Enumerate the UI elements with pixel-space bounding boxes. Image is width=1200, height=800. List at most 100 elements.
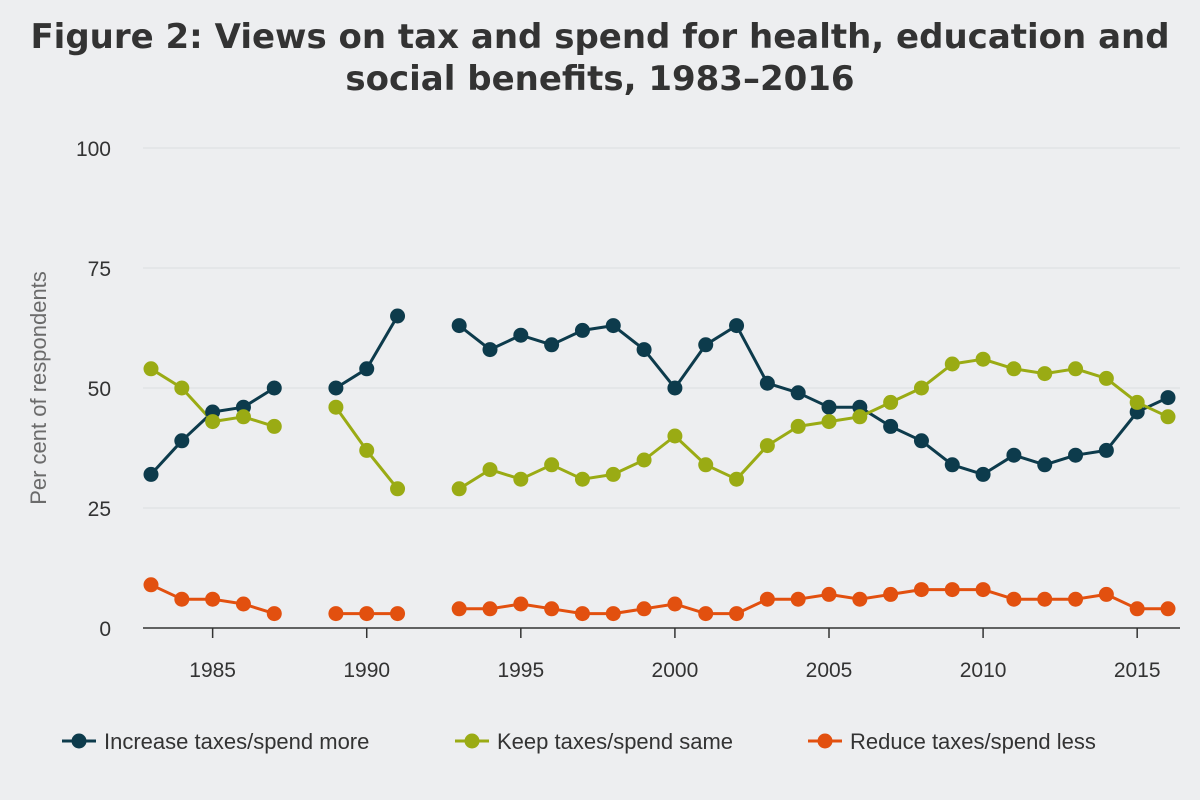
data-point xyxy=(451,601,467,617)
data-point xyxy=(1129,394,1145,410)
data-point xyxy=(143,466,159,482)
legend: Increase taxes/spend more Keep taxes/spen… xyxy=(62,729,1096,754)
data-point xyxy=(574,471,590,487)
data-point xyxy=(698,337,714,353)
data-point xyxy=(266,606,282,622)
y-tick-label: 100 xyxy=(76,138,111,161)
data-point xyxy=(513,596,529,612)
data-point xyxy=(1037,591,1053,607)
y-ticks: 0 25 50 75 100 xyxy=(76,138,111,641)
legend-item: Reduce taxes/spend less xyxy=(808,729,1096,754)
data-point xyxy=(1006,447,1022,463)
data-point xyxy=(1006,361,1022,377)
data-point xyxy=(821,414,837,430)
legend-item: Keep taxes/spend same xyxy=(455,729,733,754)
data-point xyxy=(821,399,837,415)
data-point xyxy=(205,414,221,430)
data-point xyxy=(913,433,929,449)
data-point xyxy=(235,409,251,425)
legend-label: Reduce taxes/spend less xyxy=(850,729,1096,754)
data-point xyxy=(944,356,960,372)
data-point xyxy=(174,591,190,607)
data-point xyxy=(482,342,498,358)
data-point xyxy=(729,318,745,334)
data-point xyxy=(605,466,621,482)
data-point xyxy=(698,606,714,622)
series-line-segment xyxy=(458,357,1169,491)
data-point xyxy=(759,591,775,607)
data-point xyxy=(143,577,159,593)
data-point xyxy=(975,351,991,367)
data-point xyxy=(513,471,529,487)
data-point xyxy=(574,322,590,338)
x-tick-label: 2000 xyxy=(652,659,699,682)
data-point xyxy=(605,318,621,334)
data-point xyxy=(451,481,467,497)
data-point xyxy=(636,601,652,617)
y-tick-label: 50 xyxy=(88,378,111,401)
data-point xyxy=(821,586,837,602)
data-point xyxy=(390,481,406,497)
y-tick-label: 75 xyxy=(88,258,111,281)
data-point xyxy=(143,361,159,377)
data-point xyxy=(482,601,498,617)
data-point xyxy=(328,399,344,415)
data-point xyxy=(913,380,929,396)
chart-title-line-1: Figure 2: Views on tax and spend for hea… xyxy=(30,17,1169,57)
data-point xyxy=(235,596,251,612)
data-point xyxy=(883,586,899,602)
data-point xyxy=(883,418,899,434)
data-point xyxy=(667,596,683,612)
legend-marker xyxy=(464,733,480,749)
data-point xyxy=(790,418,806,434)
data-point xyxy=(359,442,375,458)
data-point xyxy=(328,606,344,622)
data-point xyxy=(359,606,375,622)
x-tick-label: 1985 xyxy=(189,659,236,682)
data-point xyxy=(328,380,344,396)
data-point xyxy=(544,457,560,473)
data-point xyxy=(852,591,868,607)
x-tick-label: 1990 xyxy=(343,659,390,682)
data-point xyxy=(913,582,929,598)
series-line-segment xyxy=(459,588,1168,616)
data-point xyxy=(451,318,467,334)
legend-marker xyxy=(817,733,833,749)
data-point xyxy=(1098,370,1114,386)
data-point xyxy=(482,462,498,478)
y-axis-label: Per cent of respondents xyxy=(26,271,51,505)
data-point xyxy=(1098,586,1114,602)
data-point xyxy=(729,471,745,487)
data-point xyxy=(883,394,899,410)
legend-label: Increase taxes/spend more xyxy=(104,729,369,754)
x-tick-label: 1995 xyxy=(497,659,544,682)
data-point xyxy=(1037,457,1053,473)
data-point xyxy=(729,606,745,622)
chart-title-line-2: social benefits, 1983–2016 xyxy=(345,59,854,99)
data-point xyxy=(390,308,406,324)
legend-marker xyxy=(71,733,87,749)
data-point xyxy=(667,428,683,444)
data-point xyxy=(605,606,621,622)
data-point xyxy=(1160,409,1176,425)
data-point xyxy=(1068,361,1084,377)
data-point xyxy=(1129,601,1145,617)
data-point xyxy=(266,418,282,434)
data-point xyxy=(790,591,806,607)
y-tick-label: 25 xyxy=(88,498,111,521)
series-line-segment xyxy=(149,386,276,476)
y-tick-label: 0 xyxy=(99,618,111,641)
data-point xyxy=(698,457,714,473)
data-point xyxy=(174,380,190,396)
data-point xyxy=(944,457,960,473)
data-point xyxy=(1068,591,1084,607)
gridlines xyxy=(143,147,1180,629)
data-point xyxy=(1068,447,1084,463)
data-point xyxy=(1006,591,1022,607)
legend-item: Increase taxes/spend more xyxy=(62,729,369,754)
x-ticks: 1985 1990 1995 2000 2005 2010 2015 xyxy=(189,628,1161,682)
data-point xyxy=(205,591,221,607)
data-point xyxy=(1098,442,1114,458)
data-point xyxy=(1160,601,1176,617)
